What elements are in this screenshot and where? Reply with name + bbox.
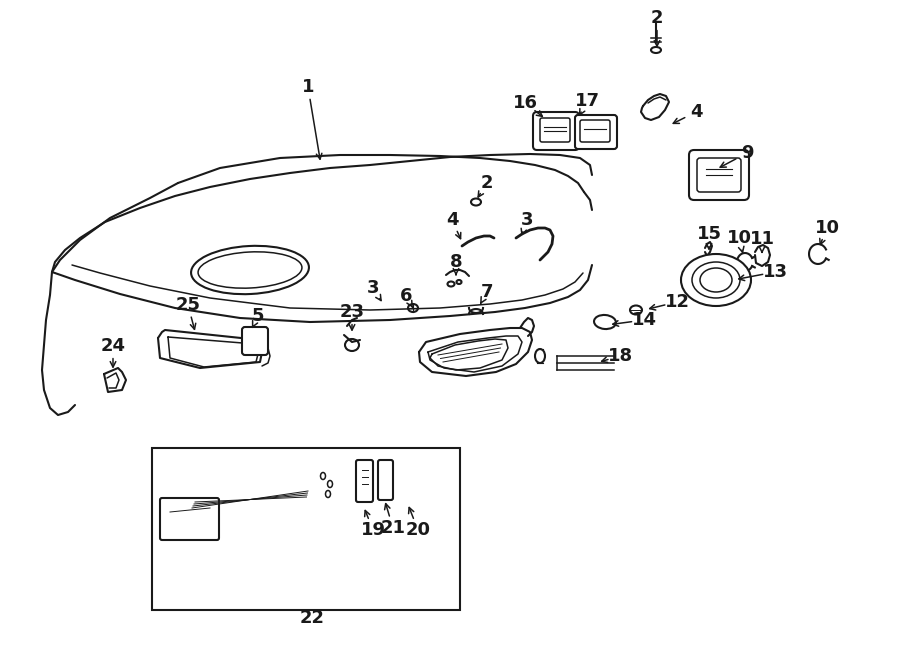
Text: 24: 24 xyxy=(101,337,125,355)
Text: 10: 10 xyxy=(726,229,752,247)
FancyBboxPatch shape xyxy=(575,115,617,149)
Text: 19: 19 xyxy=(361,521,385,539)
Text: 8: 8 xyxy=(450,253,463,271)
Text: 15: 15 xyxy=(697,225,722,243)
Bar xyxy=(152,448,460,610)
Text: 7: 7 xyxy=(481,283,493,301)
Text: 23: 23 xyxy=(339,303,365,321)
FancyBboxPatch shape xyxy=(689,150,749,200)
Text: 5: 5 xyxy=(252,307,265,325)
Text: 13: 13 xyxy=(762,263,788,281)
Text: 20: 20 xyxy=(406,521,430,539)
Text: 4: 4 xyxy=(689,103,702,121)
FancyBboxPatch shape xyxy=(533,112,579,150)
Text: 2: 2 xyxy=(651,9,663,27)
FancyBboxPatch shape xyxy=(242,327,268,355)
Text: 10: 10 xyxy=(814,219,840,237)
Text: 3: 3 xyxy=(521,211,533,229)
Text: 18: 18 xyxy=(608,347,633,365)
Text: 12: 12 xyxy=(664,293,689,311)
Text: 9: 9 xyxy=(741,144,753,162)
Text: 6: 6 xyxy=(400,287,412,305)
Text: 14: 14 xyxy=(632,311,656,329)
Ellipse shape xyxy=(681,254,751,306)
Text: 17: 17 xyxy=(574,92,599,110)
Text: 2: 2 xyxy=(481,174,493,192)
Text: 4: 4 xyxy=(446,211,458,229)
Text: 25: 25 xyxy=(176,296,201,314)
Text: 16: 16 xyxy=(512,94,537,112)
Text: 11: 11 xyxy=(750,230,775,248)
Text: 21: 21 xyxy=(381,519,406,537)
Text: 3: 3 xyxy=(367,279,379,297)
Text: 22: 22 xyxy=(300,609,325,627)
Text: 1: 1 xyxy=(302,78,314,96)
